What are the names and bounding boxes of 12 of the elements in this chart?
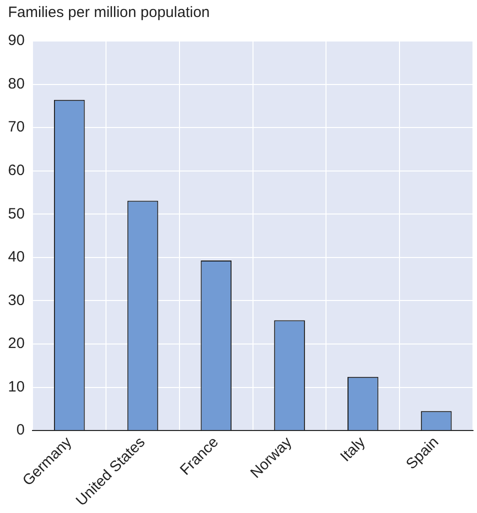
y-tick-label: 50 [8,205,25,222]
y-tick-label: 80 [8,75,25,92]
y-tick-label: 70 [8,118,25,136]
y-tick-label: 40 [8,248,25,266]
y-tick-label: 60 [8,162,25,180]
x-tick-label: Italy [337,433,370,466]
y-tick-label: 20 [8,335,25,352]
y-tick-label: 0 [16,422,25,439]
y-tick-label: 10 [8,378,25,396]
y-tick-label: 30 [8,292,25,309]
y-tick-label: 90 [8,32,25,50]
y-axis-title: Families per million population [8,4,210,21]
